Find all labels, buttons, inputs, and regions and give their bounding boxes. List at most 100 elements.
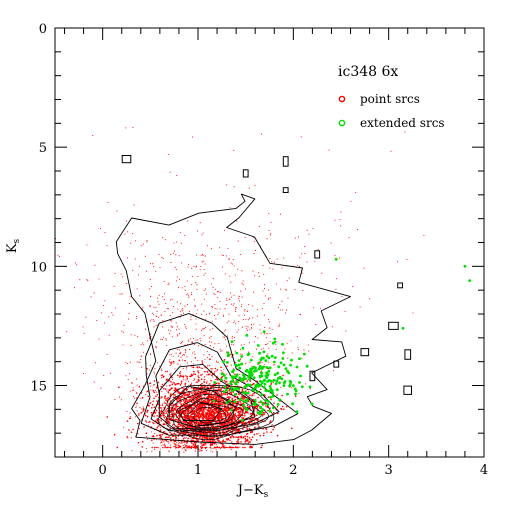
point-src-marker: [210, 248, 213, 250]
point-src-marker: [169, 171, 171, 173]
point-src-marker: [207, 386, 209, 389]
point-src-marker: [181, 421, 183, 423]
extended-src-marker: [272, 378, 276, 382]
point-src-marker: [277, 306, 279, 308]
point-src-marker: [201, 313, 203, 315]
point-src-marker: [236, 400, 239, 403]
point-src-marker: [175, 322, 177, 324]
point-src-marker: [184, 449, 186, 451]
point-src-marker: [200, 422, 202, 424]
point-src-marker: [228, 388, 231, 391]
point-src-marker: [219, 396, 221, 399]
point-src-marker: [210, 335, 212, 338]
point-src-marker: [210, 450, 212, 452]
point-src-marker: [153, 406, 156, 409]
point-src-marker: [210, 379, 212, 382]
point-src-marker: [192, 396, 194, 398]
point-src-marker: [184, 285, 186, 288]
point-src-marker: [280, 288, 282, 290]
point-src-marker: [172, 312, 174, 314]
extended-src-marker: [229, 408, 233, 412]
extended-src-marker: [262, 379, 266, 383]
y-tick-label: 10: [30, 260, 47, 275]
point-src-marker: [126, 420, 129, 422]
point-src-marker: [226, 415, 228, 417]
point-src-marker: [222, 255, 224, 257]
extended-src-marker: [247, 375, 251, 379]
point-src-marker: [262, 411, 265, 414]
point-src-marker: [237, 393, 240, 396]
extended-src-marker: [268, 385, 272, 388]
legend-title: ic348 6x: [338, 64, 398, 80]
point-src-marker: [204, 447, 206, 449]
point-src-marker: [223, 406, 226, 409]
point-src-marker: [172, 433, 174, 435]
point-src-marker: [146, 240, 148, 242]
point-src-marker: [203, 335, 205, 337]
point-src-marker: [186, 280, 188, 282]
point-src-marker: [146, 421, 148, 423]
point-src-marker: [231, 398, 233, 400]
point-src-marker: [211, 320, 213, 322]
point-src-marker: [150, 333, 152, 335]
core-contour: [186, 402, 234, 427]
point-src-marker: [214, 418, 217, 421]
point-src-marker: [216, 375, 218, 377]
point-src-marker: [141, 366, 143, 368]
point-src-marker: [256, 315, 258, 317]
point-src-marker: [172, 423, 174, 426]
point-src-marker: [233, 417, 235, 419]
point-src-marker: [195, 339, 197, 341]
point-src-marker: [190, 319, 192, 321]
extended-src-marker: [276, 371, 279, 375]
point-src-marker: [275, 283, 277, 285]
extended-src-marker: [242, 391, 246, 394]
point-src-marker: [167, 419, 169, 421]
point-src-marker: [339, 257, 341, 259]
point-src-marker: [267, 396, 270, 399]
point-src-marker: [203, 380, 205, 382]
point-src-marker: [271, 261, 273, 263]
extended-src-marker: [302, 352, 306, 356]
point-src-marker: [357, 229, 359, 231]
point-src-marker: [217, 418, 220, 421]
point-src-marker: [218, 398, 220, 400]
point-src-marker: [241, 326, 243, 328]
contour-level-1: [115, 193, 351, 445]
extended-src-marker: [234, 382, 238, 385]
point-src-marker: [163, 441, 165, 443]
point-src-marker: [209, 345, 211, 347]
point-src-marker: [193, 299, 195, 301]
point-src-marker: [217, 397, 220, 399]
point-src-marker: [298, 265, 300, 267]
point-src-marker: [404, 131, 406, 133]
point-src-marker: [231, 419, 234, 421]
point-src-marker: [125, 375, 127, 377]
point-src-marker: [200, 409, 202, 412]
point-src-marker: [216, 382, 218, 385]
point-src-marker: [213, 292, 215, 295]
point-src-marker: [181, 359, 183, 361]
point-src-marker: [255, 439, 258, 441]
extended-src-marker: [293, 387, 297, 391]
point-src-marker: [112, 314, 114, 316]
point-src-marker: [263, 414, 265, 416]
point-src-marker: [231, 343, 233, 345]
extended-src-marker: [242, 400, 246, 403]
point-src-marker: [174, 409, 177, 411]
point-src-marker: [232, 258, 234, 261]
point-src-marker: [314, 260, 316, 262]
point-src-marker: [197, 370, 199, 372]
point-src-marker: [265, 405, 267, 407]
point-src-marker: [204, 433, 207, 436]
point-src-marker: [154, 391, 156, 393]
point-src-marker: [164, 418, 166, 420]
point-src-marker: [198, 366, 201, 369]
point-src-marker: [355, 191, 357, 194]
point-src-marker: [184, 305, 186, 307]
point-src-marker: [259, 434, 262, 437]
extended-src-marker: [256, 344, 260, 347]
point-src-marker: [263, 432, 265, 435]
point-src-marker: [191, 374, 194, 377]
point-src-marker: [149, 306, 151, 308]
